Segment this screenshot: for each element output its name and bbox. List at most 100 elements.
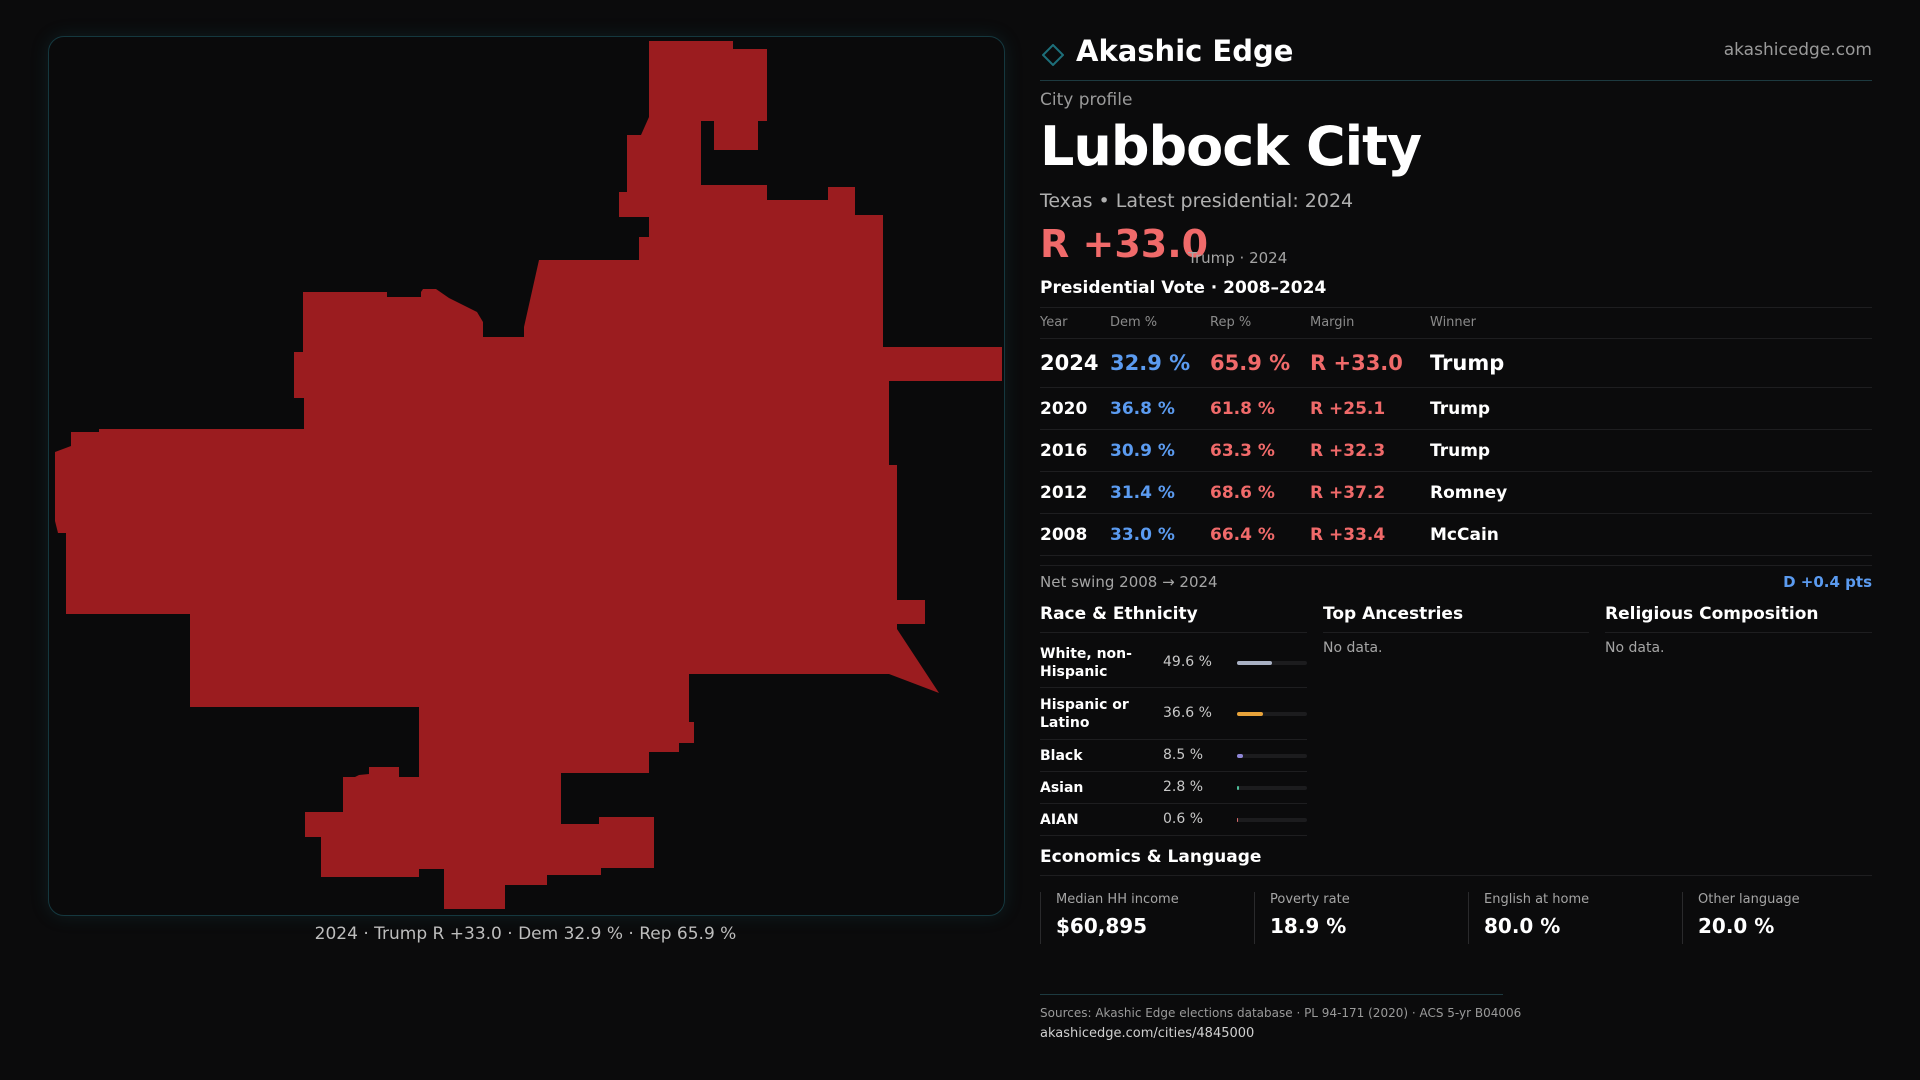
- stat-value: 80.0 %: [1484, 914, 1561, 938]
- stat-label: Other language: [1698, 892, 1800, 907]
- religion-section-title: Religious Composition: [1605, 604, 1819, 624]
- cell-margin: R +37.2: [1310, 483, 1386, 503]
- cell-rep: 66.4 %: [1210, 525, 1275, 545]
- cell-rep: 65.9 %: [1210, 351, 1291, 375]
- page-subtitle: Texas • Latest presidential: 2024: [1040, 190, 1354, 212]
- race-bar-track: [1237, 786, 1307, 790]
- stat-english-at-home: English at home 80.0 %: [1468, 892, 1683, 944]
- table-header: Year Dem % Rep % Margin Winner: [1040, 307, 1872, 339]
- table-row: 2020 36.8 % 61.8 % R +25.1 Trump: [1040, 388, 1872, 430]
- race-row: AIAN 0.6 %: [1040, 804, 1307, 836]
- header-margin: Margin: [1310, 315, 1355, 330]
- race-row: White, non-Hispanic 49.6 %: [1040, 637, 1307, 688]
- race-label: Black: [1040, 748, 1083, 764]
- race-bar-fill: [1237, 754, 1243, 758]
- race-bar-fill: [1237, 661, 1272, 665]
- race-percent: 2.8 %: [1163, 779, 1204, 795]
- race-label: Asian: [1040, 780, 1084, 796]
- race-row: Black 8.5 %: [1040, 740, 1307, 772]
- cell-winner: Romney: [1430, 483, 1508, 503]
- map-caption: 2024 · Trump R +33.0 · Dem 32.9 % · Rep …: [314, 924, 737, 944]
- table-row: 2012 31.4 % 68.6 % R +37.2 Romney: [1040, 472, 1872, 514]
- cell-dem: 30.9 %: [1110, 441, 1175, 461]
- race-bar-fill: [1237, 818, 1239, 822]
- race-percent: 36.6 %: [1163, 705, 1212, 721]
- religion-section-divider: [1605, 632, 1872, 633]
- vote-table: Year Dem % Rep % Margin Winner 2024 32.9…: [1040, 307, 1872, 556]
- cell-margin: R +32.3: [1310, 441, 1386, 461]
- economics-section-divider: [1040, 875, 1872, 876]
- page-title: Lubbock City: [1040, 115, 1422, 178]
- race-percent: 8.5 %: [1163, 747, 1204, 763]
- cell-rep: 63.3 %: [1210, 441, 1275, 461]
- stat-value: 20.0 %: [1698, 914, 1775, 938]
- net-swing-label: Net swing 2008 → 2024: [1040, 573, 1218, 591]
- stat-label: Median HH income: [1056, 892, 1179, 907]
- race-bar-track: [1237, 818, 1307, 822]
- cell-rep: 61.8 %: [1210, 399, 1275, 419]
- city-boundary-shape: [55, 41, 1002, 909]
- cell-dem: 31.4 %: [1110, 483, 1175, 503]
- race-section-divider: [1040, 632, 1307, 633]
- footer-url-link[interactable]: akashicedge.com/cities/4845000: [1040, 1026, 1255, 1041]
- headline-note: Trump · 2024: [1188, 249, 1288, 267]
- cell-winner: McCain: [1430, 525, 1499, 545]
- race-section-title: Race & Ethnicity: [1040, 604, 1198, 624]
- brand-header: Akashic Edge akashicedge.com: [1040, 34, 1872, 81]
- race-percent: 0.6 %: [1163, 811, 1204, 827]
- race-row: Asian 2.8 %: [1040, 772, 1307, 804]
- table-row: 2024 32.9 % 65.9 % R +33.0 Trump: [1040, 339, 1872, 388]
- stat-label: Poverty rate: [1270, 892, 1350, 907]
- cell-winner: Trump: [1430, 399, 1491, 419]
- stat-label: English at home: [1484, 892, 1590, 907]
- race-label: Hispanic or Latino: [1040, 697, 1129, 731]
- footer-sources: Sources: Akashic Edge elections database…: [1040, 1006, 1522, 1020]
- race-label: AIAN: [1040, 812, 1079, 828]
- cell-winner: Trump: [1430, 441, 1491, 461]
- cell-year: 2012: [1040, 483, 1088, 503]
- header-rep: Rep %: [1210, 315, 1252, 330]
- footer-divider: [1040, 994, 1503, 995]
- city-boundary-polygon: [55, 41, 1002, 909]
- headline-margin: R +33.0: [1040, 222, 1209, 266]
- cell-dem: 36.8 %: [1110, 399, 1175, 419]
- cell-winner: Trump: [1430, 351, 1505, 375]
- religion-empty-state: No data.: [1605, 640, 1665, 656]
- cell-year: 2016: [1040, 441, 1088, 461]
- stat-other-language: Other language 20.0 %: [1682, 892, 1897, 944]
- race-percent: 49.6 %: [1163, 654, 1212, 670]
- race-list: White, non-Hispanic 49.6 % Hispanic or L…: [1040, 637, 1307, 836]
- net-swing-value: D +0.4 pts: [1783, 573, 1872, 591]
- cell-year: 2020: [1040, 399, 1088, 419]
- cell-margin: R +25.1: [1310, 399, 1386, 419]
- cell-rep: 68.6 %: [1210, 483, 1275, 503]
- cell-year: 2024: [1040, 351, 1099, 375]
- net-swing-row: Net swing 2008 → 2024 D +0.4 pts: [1040, 565, 1872, 592]
- table-row: 2008 33.0 % 66.4 % R +33.4 McCain: [1040, 514, 1872, 556]
- diamond-logo-icon: [1042, 44, 1064, 66]
- ancestries-empty-state: No data.: [1323, 640, 1383, 656]
- stat-poverty-rate: Poverty rate 18.9 %: [1254, 892, 1469, 944]
- vote-table-title: Presidential Vote · 2008–2024: [1040, 278, 1327, 298]
- brand-url-link[interactable]: akashicedge.com: [1723, 40, 1872, 60]
- page-eyebrow: City profile: [1040, 90, 1133, 110]
- race-bar-fill: [1237, 786, 1239, 790]
- cell-dem: 32.9 %: [1110, 351, 1191, 375]
- economics-section-title: Economics & Language: [1040, 847, 1262, 867]
- table-row: 2016 30.9 % 63.3 % R +32.3 Trump: [1040, 430, 1872, 472]
- ancestries-section-divider: [1323, 632, 1589, 633]
- cell-year: 2008: [1040, 525, 1088, 545]
- header-year: Year: [1040, 315, 1068, 330]
- race-bar-track: [1237, 661, 1307, 665]
- header-winner: Winner: [1430, 315, 1477, 330]
- race-bar-fill: [1237, 712, 1263, 716]
- cell-margin: R +33.0: [1310, 351, 1403, 375]
- stat-median-income: Median HH income $60,895: [1040, 892, 1255, 944]
- race-bar-track: [1237, 712, 1307, 716]
- stat-value: $60,895: [1056, 914, 1148, 938]
- cell-margin: R +33.4: [1310, 525, 1386, 545]
- city-boundary-map: [48, 36, 1005, 916]
- race-bar-track: [1237, 754, 1307, 758]
- cell-dem: 33.0 %: [1110, 525, 1175, 545]
- race-row: Hispanic or Latino 36.6 %: [1040, 688, 1307, 740]
